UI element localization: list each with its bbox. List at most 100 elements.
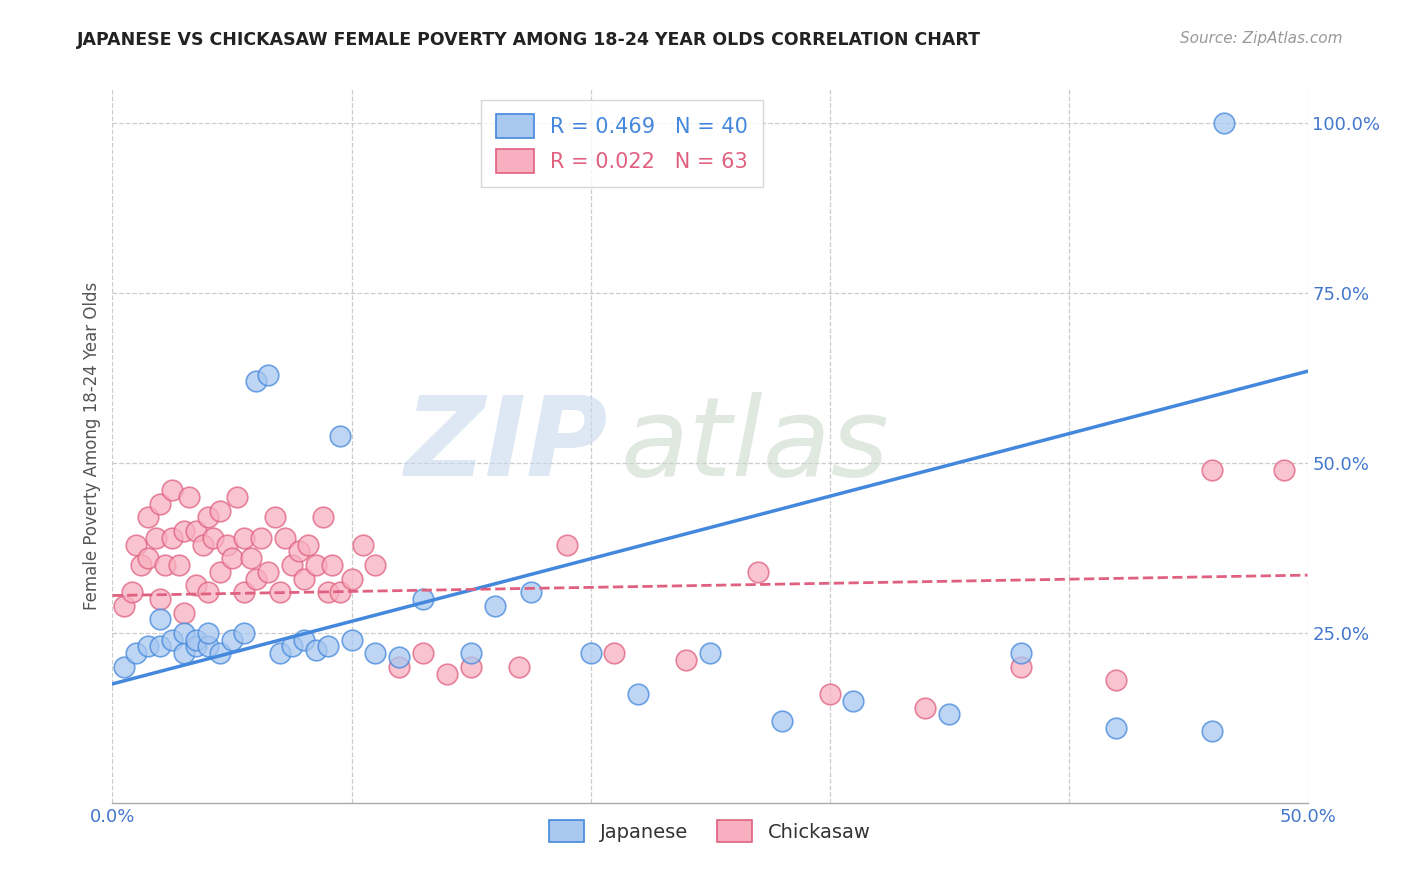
Point — [364, 646, 387, 660]
Point — [173, 626, 195, 640]
Point — [269, 646, 291, 660]
Point — [197, 585, 219, 599]
Text: JAPANESE VS CHICKASAW FEMALE POVERTY AMONG 18-24 YEAR OLDS CORRELATION CHART: JAPANESE VS CHICKASAW FEMALE POVERTY AMO… — [77, 31, 981, 49]
Point — [249, 531, 271, 545]
Point — [114, 599, 135, 613]
Point — [1105, 721, 1128, 735]
Point — [321, 558, 343, 572]
Text: ZIP: ZIP — [405, 392, 609, 500]
Point — [1213, 116, 1236, 130]
Point — [1010, 646, 1032, 660]
Point — [460, 660, 482, 674]
Point — [245, 572, 267, 586]
Point — [186, 632, 208, 647]
Point — [233, 531, 256, 545]
Point — [460, 646, 482, 660]
Point — [173, 606, 195, 620]
Point — [329, 585, 352, 599]
Point — [1010, 660, 1032, 674]
Point — [329, 429, 352, 443]
Point — [153, 558, 176, 572]
Point — [675, 653, 697, 667]
Point — [173, 646, 195, 660]
Point — [520, 585, 543, 599]
Text: Source: ZipAtlas.com: Source: ZipAtlas.com — [1180, 31, 1343, 46]
Point — [281, 558, 304, 572]
Point — [257, 368, 280, 382]
Point — [842, 694, 865, 708]
Point — [508, 660, 530, 674]
Point — [221, 632, 243, 647]
Point — [162, 531, 183, 545]
Point — [1201, 724, 1223, 739]
Point — [292, 632, 315, 647]
Point — [138, 640, 160, 654]
Point — [436, 666, 458, 681]
Point — [257, 565, 280, 579]
Y-axis label: Female Poverty Among 18-24 Year Olds: Female Poverty Among 18-24 Year Olds — [83, 282, 101, 610]
Point — [312, 510, 335, 524]
Point — [305, 643, 328, 657]
Legend: Japanese, Chickasaw: Japanese, Chickasaw — [541, 812, 879, 850]
Point — [699, 646, 721, 660]
Point — [149, 612, 172, 626]
Point — [364, 558, 387, 572]
Point — [273, 531, 295, 545]
Point — [555, 537, 578, 551]
Point — [603, 646, 626, 660]
Point — [197, 510, 219, 524]
Point — [1201, 463, 1223, 477]
Point — [162, 632, 183, 647]
Point — [209, 646, 232, 660]
Point — [177, 490, 200, 504]
Point — [201, 531, 224, 545]
Point — [412, 591, 434, 606]
Point — [352, 537, 374, 551]
Text: atlas: atlas — [620, 392, 889, 500]
Point — [149, 497, 172, 511]
Point — [129, 558, 152, 572]
Point — [288, 544, 311, 558]
Point — [1105, 673, 1128, 688]
Point — [340, 572, 363, 586]
Point — [225, 490, 247, 504]
Point — [770, 714, 793, 729]
Point — [388, 649, 411, 664]
Point — [245, 375, 267, 389]
Point — [316, 585, 339, 599]
Point — [169, 558, 191, 572]
Point — [914, 700, 936, 714]
Point — [484, 599, 506, 613]
Point — [1272, 463, 1295, 477]
Point — [627, 687, 650, 701]
Point — [305, 558, 328, 572]
Point — [217, 537, 239, 551]
Point — [149, 640, 172, 654]
Point — [281, 640, 304, 654]
Point — [114, 660, 135, 674]
Point — [412, 646, 434, 660]
Point — [193, 537, 215, 551]
Point — [233, 585, 256, 599]
Point — [264, 510, 287, 524]
Point — [121, 585, 143, 599]
Point — [340, 632, 363, 647]
Point — [125, 646, 148, 660]
Point — [197, 640, 219, 654]
Point — [233, 626, 256, 640]
Point — [292, 572, 315, 586]
Point — [162, 483, 183, 498]
Point — [186, 640, 208, 654]
Point — [149, 591, 172, 606]
Point — [747, 565, 769, 579]
Point — [186, 578, 208, 592]
Point — [579, 646, 602, 660]
Point — [818, 687, 841, 701]
Point — [209, 565, 232, 579]
Point — [173, 524, 195, 538]
Point — [316, 640, 339, 654]
Point — [138, 551, 160, 566]
Point — [138, 510, 160, 524]
Point — [269, 585, 291, 599]
Point — [221, 551, 243, 566]
